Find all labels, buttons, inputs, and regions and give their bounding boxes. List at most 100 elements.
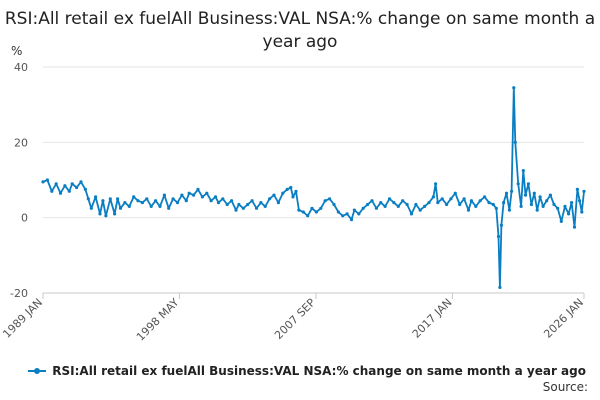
data-point [496,234,501,239]
data-point [187,191,191,195]
series-line [42,86,585,289]
data-point [401,199,405,203]
data-point [297,208,301,212]
data-point [310,206,314,210]
data-point [192,193,196,197]
data-point [504,191,509,195]
data-point [180,193,184,197]
data-point [285,187,289,191]
data-point [268,197,272,201]
data-point [162,193,166,197]
data-point [328,197,332,201]
data-point [58,191,63,195]
data-point [154,199,158,203]
data-point [556,206,560,210]
x-tick-label: 2017 JAN [410,296,455,341]
data-point [104,214,108,218]
data-point [532,191,536,195]
data-point [552,202,556,207]
data-point [83,187,87,191]
data-point [345,212,349,216]
data-point [272,193,276,197]
data-point [132,195,136,199]
data-point [519,204,523,208]
data-point [541,204,545,208]
data-point [101,199,105,203]
data-point [127,204,131,208]
data-point [474,204,478,208]
data-point [116,197,120,201]
data-point [405,202,409,207]
data-point [513,140,517,144]
data-point [559,219,563,223]
data-point [259,201,263,205]
data-point [234,208,238,212]
data-point [149,204,153,208]
data-point [434,182,438,186]
y-tick-label: 0 [21,212,28,225]
data-point [216,201,221,205]
data-point [306,214,310,218]
x-tick-label: 1989 JAN [0,296,45,341]
data-point [578,199,582,203]
data-point [458,202,462,207]
data-point [291,195,295,199]
data-point [567,212,571,216]
legend-series-label: RSI:All retail ex fuelAll Business:VAL N… [52,364,586,378]
data-point [383,204,387,208]
data-point [289,185,293,190]
source-label: Source: [542,380,588,394]
data-point [414,202,418,207]
data-point [54,182,58,186]
data-point [563,204,567,208]
data-point [200,195,204,199]
data-point [423,204,427,208]
data-point [158,204,162,208]
data-point [580,210,584,214]
data-point [301,210,305,214]
data-point [45,178,50,182]
data-point [196,187,200,191]
data-point [136,199,140,203]
data-point [50,189,54,193]
data-point [462,197,466,201]
data-point [221,197,225,201]
data-point [98,212,102,216]
x-tick-label: 2007 SEP [272,296,318,342]
data-point [323,199,327,203]
data-point [89,206,93,210]
data-point [241,206,245,210]
chart-title: RSI:All retail ex fuelAll Business:VAL N… [4,9,596,52]
data-point [145,197,149,201]
data-point [387,197,392,201]
data-point [523,193,528,197]
data-point [167,206,171,210]
data-point [336,210,340,214]
data-point [140,201,144,205]
chart-legend[interactable]: RSI:All retail ex fuelAll Business:VAL N… [28,364,586,378]
data-point [175,201,180,205]
data-point [237,202,241,207]
data-point [79,180,83,184]
data-point [254,206,259,210]
data-point [570,201,574,205]
data-point [250,199,254,203]
data-point [575,187,580,191]
data-point [445,202,449,207]
data-point [538,195,542,199]
data-point [184,199,188,203]
data-point [529,202,534,207]
data-point [118,206,123,210]
data-point [453,191,457,195]
data-point [502,201,506,205]
data-point [418,208,422,212]
data-point [263,204,267,208]
x-tick-label: 2026 JAN [541,296,586,341]
data-point [281,191,285,195]
data-point [171,197,175,201]
x-tick-label: 1998 MAY [134,296,182,344]
data-point [483,195,487,199]
data-point [507,208,511,212]
data-point [392,201,396,205]
